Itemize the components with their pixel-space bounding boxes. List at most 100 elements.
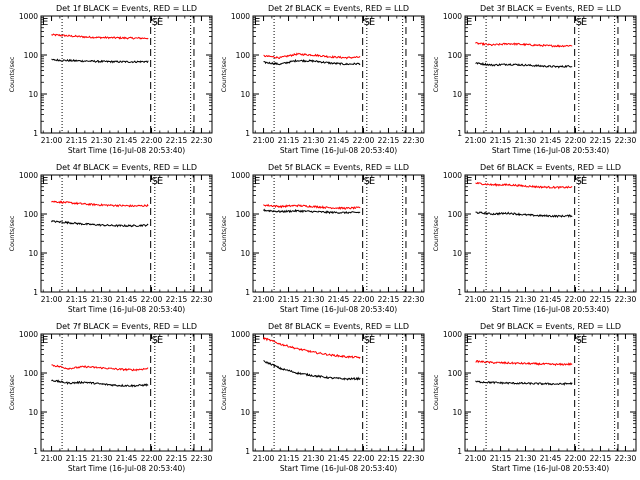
events-series-line: [51, 379, 149, 388]
y-tick-label: 1: [245, 129, 250, 138]
end-marker-label: E: [581, 176, 587, 187]
events-series-line: [475, 380, 573, 386]
x-tick-label: 21:45: [116, 136, 138, 145]
y-axis-label: Counts/sec: [220, 56, 228, 92]
chart-panel: Det 6f BLACK = Events, RED = LLD 1 10 100 10…: [432, 163, 637, 314]
y-tick-label: 10: [240, 90, 250, 99]
x-tick-label: 21:45: [116, 295, 138, 304]
x-tick-label: 21:00: [253, 295, 275, 304]
events-series-line: [263, 58, 361, 66]
y-tick-label: 100: [448, 210, 463, 219]
plot-frame: [40, 333, 213, 452]
y-tick-label: 1: [33, 447, 38, 456]
chart-title: Det 2f BLACK = Events, RED = LLD: [268, 4, 409, 13]
start-marker-label: E: [466, 17, 472, 28]
chart-title: Det 4f BLACK = Events, RED = LLD: [56, 163, 197, 172]
y-tick-label: 10: [28, 90, 38, 99]
y-axis-label: Counts/sec: [432, 56, 440, 92]
x-axis-label: Start Time (16-Jul-08 20:53:40): [280, 464, 397, 473]
chart-panel: Det 2f BLACK = Events, RED = LLD 1 10 100 10…: [220, 4, 425, 155]
s-marker-label: S: [152, 176, 158, 187]
lld-series-line: [51, 200, 149, 208]
chart-panel: Det 8f BLACK = Events, RED = LLD 1 10 100 10…: [220, 322, 425, 473]
x-tick-label: 22:00: [141, 454, 163, 463]
y-tick-label: 10: [28, 249, 38, 258]
x-tick-label: 22:30: [615, 454, 637, 463]
x-tick-label: 22:00: [353, 454, 375, 463]
end-marker-label: E: [157, 335, 163, 346]
end-marker-label: E: [157, 17, 163, 28]
x-tick-label: 22:00: [565, 136, 587, 145]
chart-title: Det 5f BLACK = Events, RED = LLD: [268, 163, 409, 172]
y-tick-label: 1: [457, 288, 462, 297]
end-marker-label: E: [581, 335, 587, 346]
y-axis-label: Counts/sec: [220, 374, 228, 410]
x-tick-label: 22:30: [403, 136, 425, 145]
lld-series-line: [475, 359, 573, 367]
x-tick-label: 22:15: [590, 136, 612, 145]
y-tick-label: 100: [236, 369, 251, 378]
start-marker-label: E: [254, 17, 260, 28]
y-axis-label: Counts/sec: [432, 215, 440, 251]
chart-panel: Det 7f BLACK = Events, RED = LLD 1 10 100 10…: [8, 322, 213, 473]
y-tick-label: 10: [452, 249, 462, 258]
end-marker-label: E: [369, 335, 375, 346]
lld-series-line: [263, 337, 361, 359]
start-marker-label: E: [466, 176, 472, 187]
y-axis-label: Counts/sec: [8, 56, 16, 92]
plot-frame: [40, 15, 213, 134]
lld-series-line: [263, 203, 361, 211]
y-axis-label: Counts/sec: [8, 374, 16, 410]
x-tick-label: 21:00: [465, 136, 487, 145]
x-axis-label: Start Time (16-Jul-08 20:53:40): [68, 146, 185, 155]
y-tick-label: 1000: [231, 12, 250, 21]
x-tick-label: 22:00: [565, 454, 587, 463]
start-marker-label: E: [42, 335, 48, 346]
y-axis-label: Counts/sec: [220, 215, 228, 251]
y-tick-label: 1000: [443, 12, 462, 21]
chart-panel: Det 4f BLACK = Events, RED = LLD 1 10 100 10…: [8, 163, 213, 314]
start-marker-label: E: [42, 17, 48, 28]
x-axis-label: Start Time (16-Jul-08 20:53:40): [68, 305, 185, 314]
x-axis-label: Start Time (16-Jul-08 20:53:40): [492, 464, 609, 473]
lld-series-line: [475, 41, 573, 48]
x-tick-label: 21:45: [540, 136, 562, 145]
x-tick-label: 21:30: [515, 295, 537, 304]
x-tick-label: 21:00: [41, 454, 63, 463]
y-tick-label: 10: [452, 408, 462, 417]
plot-frame: [464, 333, 637, 452]
x-tick-label: 21:00: [253, 454, 275, 463]
end-marker-label: E: [369, 17, 375, 28]
x-tick-label: 21:15: [278, 136, 300, 145]
x-tick-label: 22:00: [565, 295, 587, 304]
x-tick-label: 22:15: [590, 295, 612, 304]
x-tick-label: 21:15: [66, 295, 88, 304]
end-marker-label: E: [581, 17, 587, 28]
y-tick-label: 1000: [443, 330, 462, 339]
s-marker-label: S: [576, 335, 582, 346]
y-tick-label: 100: [24, 369, 39, 378]
y-tick-label: 10: [240, 408, 250, 417]
x-tick-label: 21:00: [465, 454, 487, 463]
plot-frame: [252, 15, 425, 134]
x-tick-label: 21:30: [303, 136, 325, 145]
x-tick-label: 22:15: [378, 136, 400, 145]
x-tick-label: 22:30: [403, 295, 425, 304]
chart-title: Det 7f BLACK = Events, RED = LLD: [56, 322, 197, 331]
x-tick-label: 22:15: [166, 136, 188, 145]
x-tick-label: 21:00: [465, 295, 487, 304]
x-tick-label: 21:30: [91, 454, 113, 463]
x-tick-label: 21:15: [278, 295, 300, 304]
start-marker-label: E: [254, 176, 260, 187]
x-axis-label: Start Time (16-Jul-08 20:53:40): [492, 146, 609, 155]
y-tick-label: 1: [33, 129, 38, 138]
chart-panel: Det 5f BLACK = Events, RED = LLD 1 10 100 10…: [220, 163, 425, 314]
start-marker-label: E: [42, 176, 48, 187]
x-tick-label: 21:15: [278, 454, 300, 463]
y-tick-label: 1000: [19, 12, 38, 21]
x-tick-label: 22:30: [615, 136, 637, 145]
x-tick-label: 21:15: [66, 454, 88, 463]
start-marker-label: E: [466, 335, 472, 346]
y-tick-label: 100: [448, 369, 463, 378]
